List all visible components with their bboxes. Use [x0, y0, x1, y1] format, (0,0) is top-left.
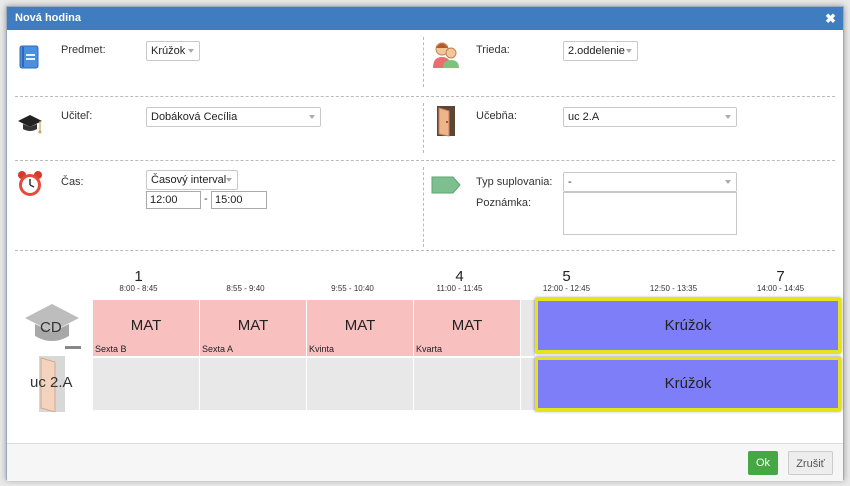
period-number	[192, 270, 299, 284]
column-divider	[423, 167, 424, 247]
period-number: 5	[562, 268, 571, 285]
lesson-cell[interactable]: MAT Sexta B	[93, 300, 199, 356]
ucitel-label: Učiteľ:	[61, 110, 93, 122]
row-header-teacher: CD	[40, 319, 62, 336]
lesson-subject: MAT	[451, 317, 483, 334]
ucebna-label: Učebňa:	[476, 110, 517, 122]
ucitel-value: Dobáková Cecília	[151, 111, 238, 123]
typ-select[interactable]: -	[563, 172, 737, 192]
lesson-subject: MAT	[237, 317, 269, 334]
trieda-select[interactable]: 2.oddelenie	[563, 41, 638, 61]
ucebna-select[interactable]: uc 2.A	[563, 107, 737, 127]
ucebna-value: uc 2.A	[568, 111, 600, 123]
time-from-input[interactable]: 12:00	[146, 191, 201, 209]
book-icon	[19, 45, 39, 69]
predmet-value: Krúžok	[151, 45, 186, 57]
timetable: 1 8:00 - 8:45 8:55 - 9:40 9:55 - 10:40 4…	[15, 260, 841, 413]
chevron-down-icon	[725, 115, 731, 119]
students-icon	[432, 39, 460, 69]
time-separator: -	[204, 193, 208, 205]
dialog-titlebar: Nová hodina ✖	[7, 7, 843, 30]
close-icon[interactable]: ✖	[825, 11, 836, 26]
poznamka-label: Poznámka:	[476, 197, 532, 209]
dialog-title: Nová hodina	[15, 12, 82, 24]
column-divider	[423, 37, 424, 87]
period-time: 11:00 - 11:45	[436, 284, 483, 293]
period-header: 4 11:00 - 11:45	[406, 268, 513, 293]
period-time: 8:00 - 8:45	[119, 284, 158, 293]
poznamka-textarea[interactable]	[563, 192, 737, 235]
typ-label: Typ suplovania:	[476, 176, 553, 188]
period-time: 8:55 - 9:40	[226, 284, 265, 293]
lesson-subject: MAT	[130, 317, 162, 334]
ok-button[interactable]: Ok	[748, 451, 778, 475]
period-header: 5 12:00 - 12:45	[513, 268, 620, 293]
section-divider	[15, 160, 835, 161]
period-header: 9:55 - 10:40	[299, 270, 406, 293]
ucitel-select[interactable]: Dobáková Cecília	[146, 107, 321, 127]
section-divider	[15, 250, 835, 251]
lesson-cell[interactable]: MAT Kvinta	[307, 300, 413, 356]
chevron-down-icon	[626, 49, 632, 53]
typ-value: -	[568, 176, 572, 188]
selected-lesson-label: Krúžok	[664, 375, 712, 392]
lesson-class: Sexta B	[95, 344, 127, 354]
row-header-room: uc 2.A	[30, 374, 73, 391]
chevron-down-icon	[226, 178, 232, 182]
cas-select[interactable]: Časový interval	[146, 170, 238, 190]
alarm-clock-icon	[17, 170, 43, 198]
new-lesson-dialog: Nová hodina ✖ Predmet: Krúžok Trieda: 2.…	[6, 6, 844, 481]
period-header: 8:55 - 9:40	[192, 270, 299, 293]
period-number	[620, 270, 727, 284]
empty-cell[interactable]	[307, 358, 413, 410]
period-header: 1 8:00 - 8:45	[85, 268, 192, 293]
predmet-select[interactable]: Krúžok	[146, 41, 200, 61]
time-to-input[interactable]: 15:00	[211, 191, 267, 209]
period-number: 7	[776, 268, 785, 285]
lesson-subject: MAT	[344, 317, 376, 334]
period-time: 14:00 - 14:45	[756, 284, 805, 293]
period-number: 4	[455, 268, 464, 285]
chevron-down-icon	[725, 180, 731, 184]
predmet-label: Predmet:	[61, 44, 106, 56]
tag-icon	[431, 176, 461, 194]
chevron-down-icon	[309, 115, 315, 119]
door-icon	[435, 105, 457, 137]
door-icon	[37, 356, 67, 413]
period-time: 12:50 - 13:35	[649, 284, 698, 293]
period-time: 9:55 - 10:40	[331, 284, 374, 293]
column-divider	[423, 103, 424, 153]
selected-lesson-label: Krúžok	[664, 317, 712, 334]
chevron-down-icon	[188, 49, 194, 53]
selected-lesson-block[interactable]: Krúžok	[535, 357, 841, 411]
trieda-value: 2.oddelenie	[568, 45, 625, 57]
teacher-cap-icon	[23, 300, 81, 350]
period-number: 1	[134, 268, 143, 285]
period-header: 7 14:00 - 14:45	[727, 268, 834, 293]
period-time: 12:00 - 12:45	[542, 284, 591, 293]
lesson-cell[interactable]: MAT Sexta A	[200, 300, 306, 356]
cancel-button[interactable]: Zrušiť	[788, 451, 833, 475]
trieda-label: Trieda:	[476, 44, 510, 56]
period-header: 12:50 - 13:35	[620, 270, 727, 293]
empty-cell[interactable]	[200, 358, 306, 410]
period-number	[299, 270, 406, 284]
cas-value: Časový interval	[151, 174, 227, 186]
lesson-class: Kvinta	[309, 344, 335, 354]
lesson-cell[interactable]: MAT Kvarta	[414, 300, 520, 356]
empty-cell[interactable]	[93, 358, 199, 410]
empty-cell[interactable]	[521, 300, 535, 356]
lesson-class: Kvarta	[416, 344, 443, 354]
selected-lesson-block[interactable]: Krúžok	[535, 298, 841, 353]
section-divider	[15, 96, 835, 97]
lesson-class: Sexta A	[202, 344, 234, 354]
graduation-cap-icon	[17, 111, 43, 137]
cas-label: Čas:	[61, 176, 84, 188]
empty-cell[interactable]	[521, 358, 535, 410]
dialog-footer: Ok Zrušiť	[7, 443, 843, 481]
empty-cell[interactable]	[414, 358, 520, 410]
